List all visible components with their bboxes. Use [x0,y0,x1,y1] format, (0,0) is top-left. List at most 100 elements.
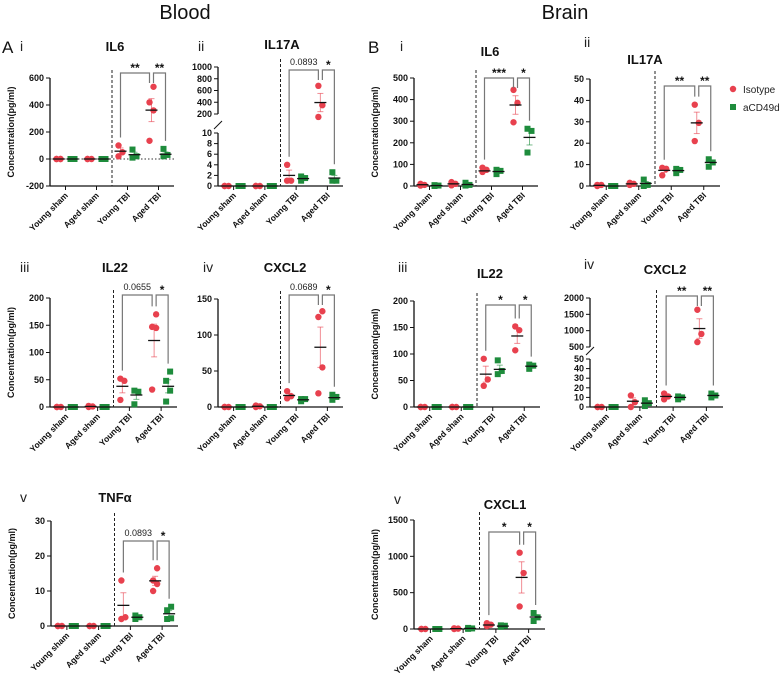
y-tick-label: 0 [39,154,44,164]
y-tick-label: 800 [197,74,212,84]
isotype-point [117,396,124,404]
significance-bracket [122,540,154,573]
y-tick-label: 500 [393,588,408,598]
significance-bracket [665,295,698,386]
isotype-point [516,549,523,556]
acd49d-point [135,388,142,395]
y-tick-label: 0 [39,402,44,412]
isotype-point [480,382,487,389]
acd49d-point [673,165,680,172]
legend-acd49d-label: aCD49d [743,103,780,114]
y-axis-label: Concentration(pg/ml) [7,528,17,619]
section-label-a: A [2,38,14,57]
panel-title: IL22 [477,266,503,281]
y-tick-label: 40 [574,364,584,374]
y-tick-label: 0 [403,181,408,191]
significance-label: ** [130,61,140,75]
isotype-point [660,390,668,397]
acd49d-point [302,396,309,403]
panel-title: IL17A [264,37,300,52]
y-tick-label: 150 [29,320,44,330]
acd49d-point [530,610,537,617]
acd49d-point [168,603,175,610]
panel-blood-il22: IL22 iii Concentration(pg/ml) 0 50 100 150 200 Y… [6,259,177,454]
acd49d-point [167,368,174,375]
isotype-point [694,306,701,313]
isotype-point [694,338,701,346]
x-tick-label: Young TBI [641,411,678,448]
isotype-point [148,323,156,331]
y-axis-label: Concentration(pg/ml) [370,309,380,400]
y-tick-label: 100 [393,159,408,169]
isotype-point [479,164,486,171]
significance-label: ** [155,61,165,75]
y-tick-label: 1500 [564,309,584,319]
isotype-point [691,137,698,145]
y-tick-label: 20 [574,138,584,148]
significance-bracket [288,69,319,157]
acd49d-point [298,177,305,184]
isotype-point [510,119,517,126]
isotype-point [512,323,519,330]
x-tick-label: Young TBI [264,411,301,448]
y-tick-label: 0 [579,402,584,412]
y-tick-label: 0 [207,402,212,412]
acd49d-point [497,622,504,629]
y-tick-label: 10 [202,128,212,138]
significance-label: 0.0893 [290,57,318,67]
isotype-point [626,179,633,186]
x-tick-label: Young TBI [97,411,134,448]
legend-isotype-label: Isotype [743,85,776,96]
isotype-point [516,603,523,610]
header-brain: Brain [542,2,589,24]
acd49d-point [131,401,138,408]
isotype-point [118,577,125,584]
y-tick-label: 1000 [564,326,584,336]
acd49d-point [164,151,171,158]
acd49d-point [129,154,136,161]
panel-title: CXCL1 [484,497,527,512]
y-tick-label: 40 [574,95,584,105]
panel-number: i [20,38,23,54]
acd49d-point [329,169,336,176]
y-axis-label: Concentration(pg/ml) [370,87,380,178]
significance-bracket [700,295,714,386]
y-tick-label: 400 [393,95,408,105]
panel-number: ii [198,38,204,54]
axis-break-mark [585,346,595,356]
y-tick-label: 2 [207,170,212,180]
panel-title: IL6 [481,44,500,59]
axis-break-mark [213,120,223,130]
x-tick-label: Young TBI [464,633,501,670]
panel-brain-il22: IL22 iii Concentration(pg/ml) 0 50 100 150 200 Y… [370,259,540,454]
acd49d-point [168,615,175,622]
isotype-point [627,392,635,399]
x-tick-label: Aged TBI [677,411,710,444]
isotype-point [146,137,153,144]
isotype-point [287,393,295,400]
x-tick-label: Young TBI [264,190,301,227]
y-tick-label: 0 [403,624,408,634]
isotype-point [283,161,291,168]
significance-label: 0.0893 [124,528,152,538]
panel-brain-il6: IL6 i Concentration(pg/ml) 0 100 200 300 400 500… [370,38,538,233]
panel-blood-tnf: TNFα v Concentration(pg/ml) 0 10 20 30 Young sh… [7,489,178,673]
y-axis-label: Concentration(pg/ml) [370,529,380,620]
y-tick-label: 100 [393,349,408,359]
isotype-point [115,142,122,149]
acd49d-point [132,616,139,622]
panel-number: iv [584,256,594,272]
panel-title: IL17A [627,52,663,67]
acd49d-point [640,176,647,183]
acd49d-point [333,177,340,184]
x-tick-label: Aged sham [604,190,644,230]
y-tick-label: 4 [207,160,212,170]
panel-blood-il6: IL6 i Concentration(pg/ml) -200 0 200 400 600 Yo… [6,38,174,233]
x-tick-label: Young TBI [460,411,497,448]
isotype-point [148,386,156,393]
y-tick-label: 100 [197,330,212,340]
acd49d-point [329,177,336,184]
significance-bracket [152,72,167,141]
